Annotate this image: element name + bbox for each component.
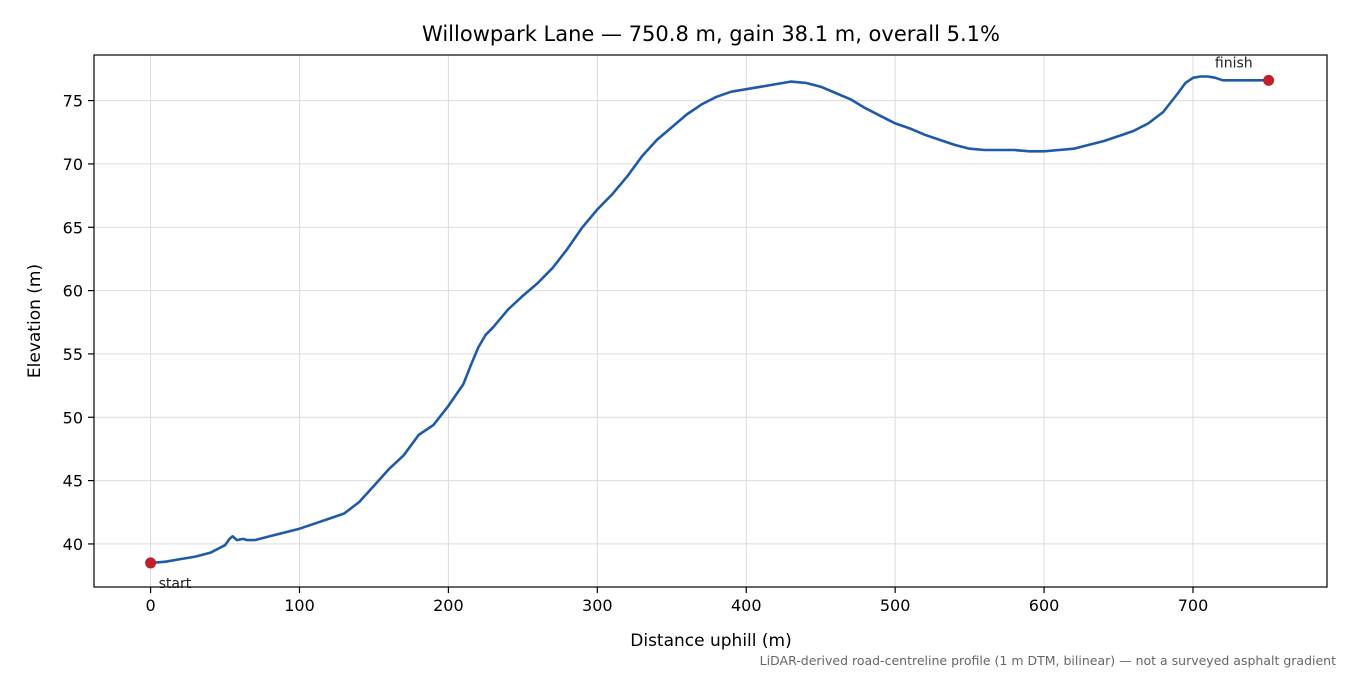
start-marker: [145, 557, 157, 569]
y-tick-label: 50: [63, 408, 83, 427]
y-tick-label: 70: [63, 155, 83, 174]
x-tick-label: 100: [284, 596, 315, 615]
x-tick-label: 700: [1178, 596, 1209, 615]
y-tick-label: 75: [63, 92, 83, 111]
y-tick-label: 40: [63, 535, 83, 554]
grid-lines: [94, 55, 1327, 587]
start-label: start: [159, 576, 192, 592]
data-layer: start finish: [145, 55, 1275, 592]
chart-title: Willowpark Lane — 750.8 m, gain 38.1 m, …: [422, 22, 1000, 46]
x-tick-label: 0: [145, 596, 155, 615]
finish-marker: [1263, 74, 1275, 86]
x-axis-label: Distance uphill (m): [630, 631, 791, 651]
x-tick-label: 400: [731, 596, 762, 615]
y-tick-label: 60: [63, 282, 83, 301]
y-axis-label: Elevation (m): [25, 264, 45, 378]
elevation-line: [149, 75, 1270, 565]
x-tick-label: 600: [1029, 596, 1060, 615]
y-tick-label: 55: [63, 345, 83, 364]
footnote: LiDAR-derived road-centreline profile (1…: [760, 653, 1336, 668]
x-tick-label: 300: [582, 596, 613, 615]
y-tick-label: 45: [63, 472, 83, 491]
plot-frame: [93, 54, 1328, 588]
axis-ticks: 0 100 200 300 400 500 600 700 40 45 50 55 60 65 70 75: [63, 92, 1209, 615]
y-tick-label: 65: [63, 218, 83, 237]
x-tick-label: 200: [433, 596, 464, 615]
finish-label: finish: [1215, 55, 1253, 71]
x-tick-label: 500: [880, 596, 911, 615]
